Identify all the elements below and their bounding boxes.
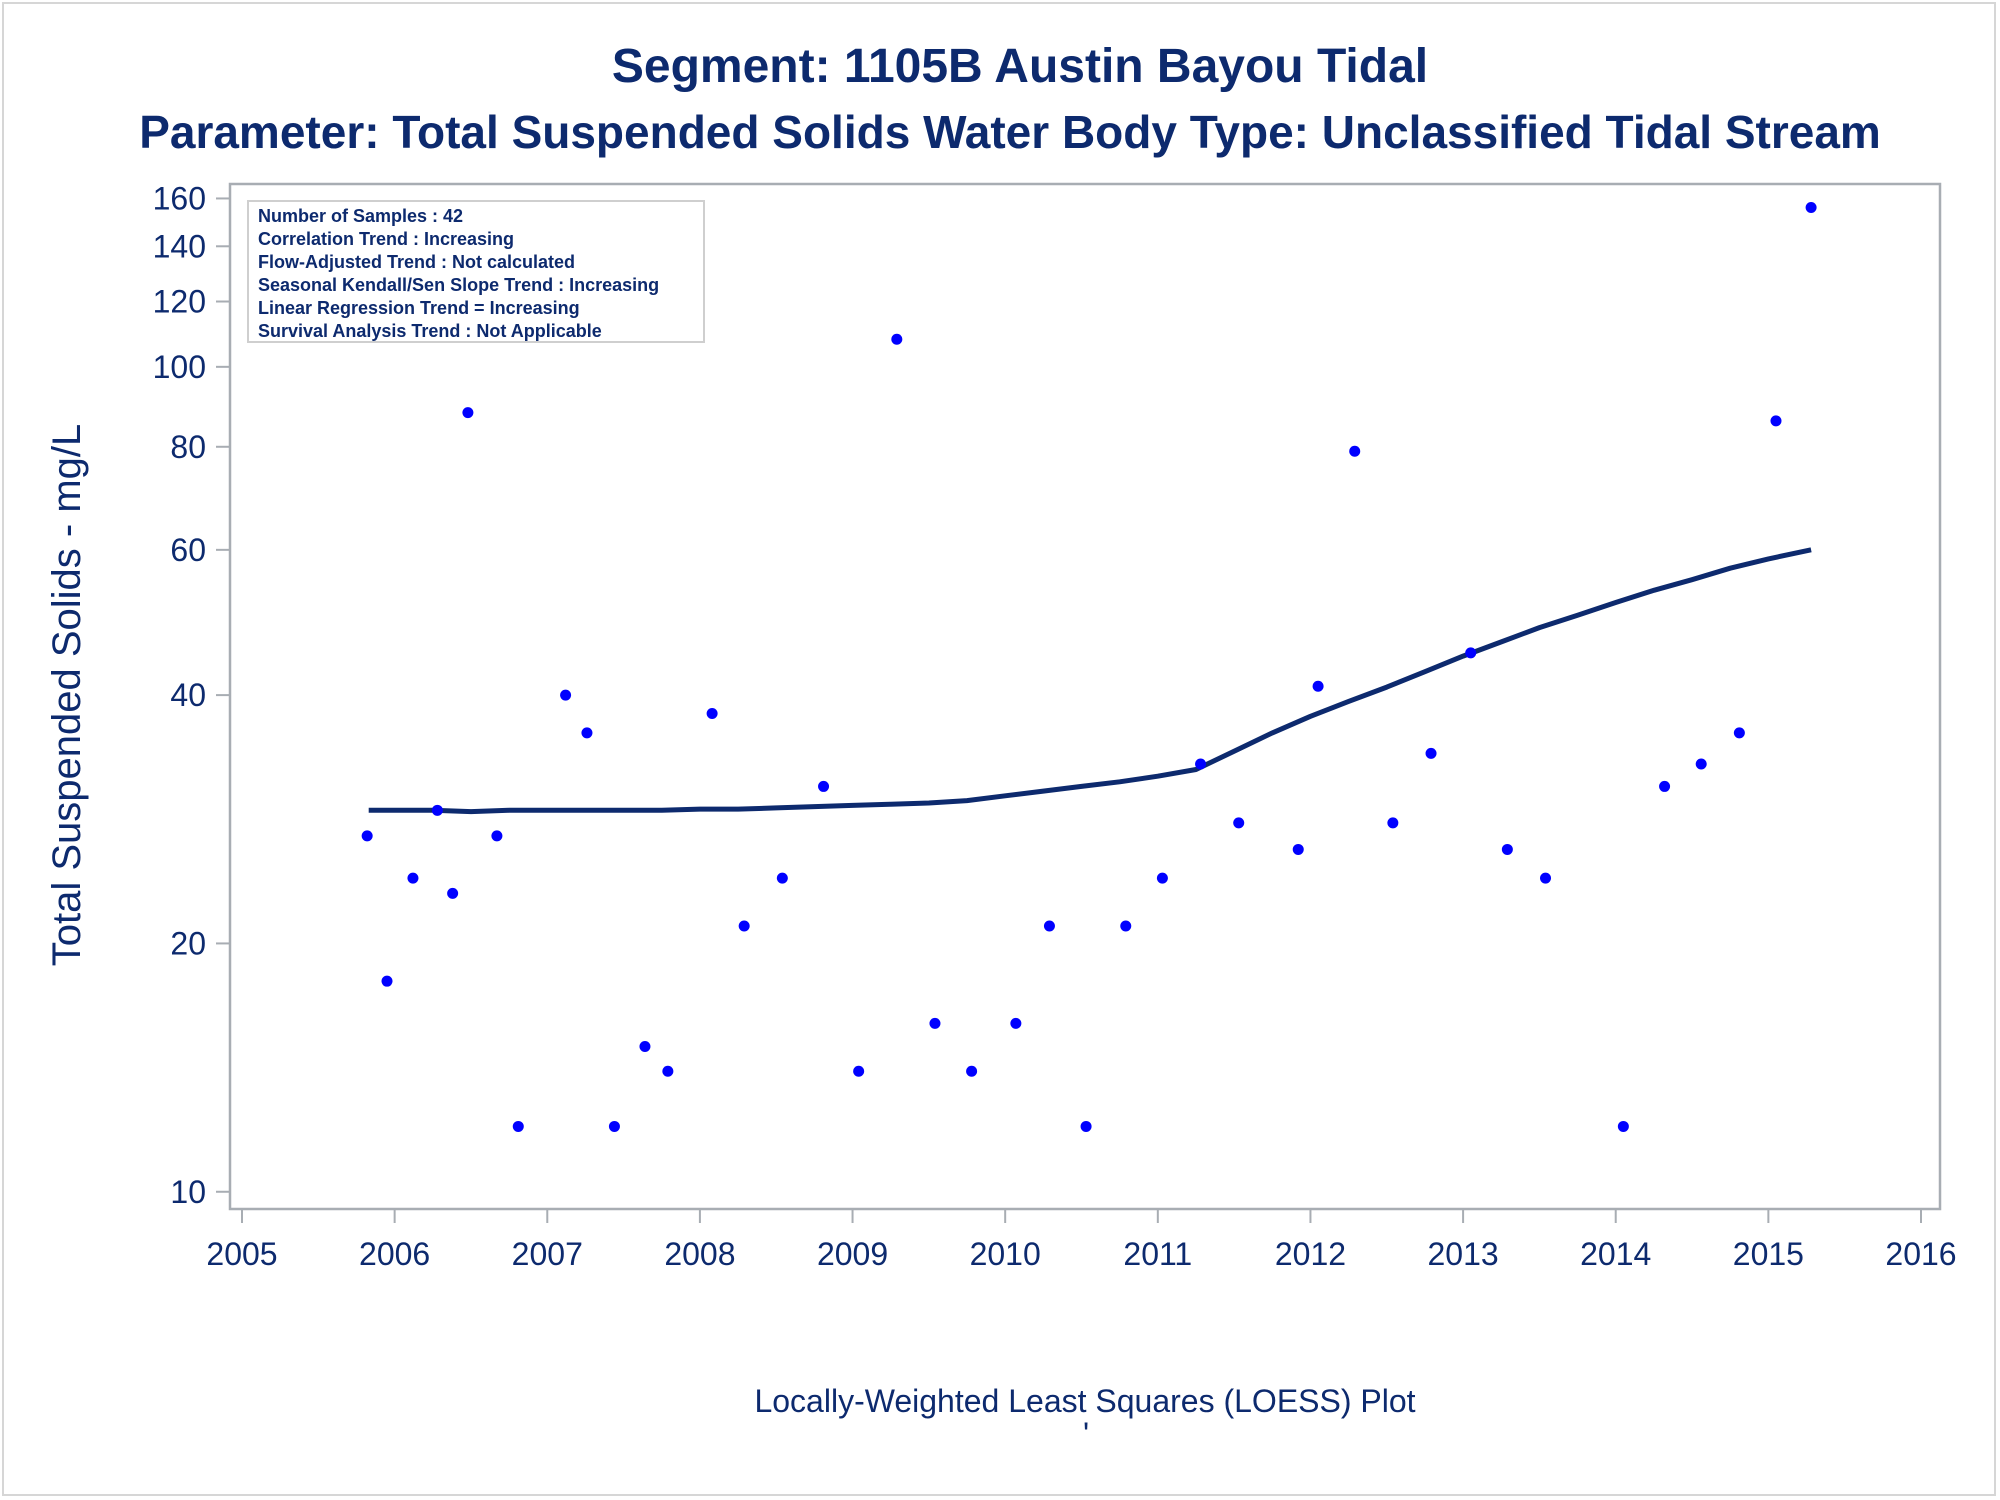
data-point bbox=[1617, 1120, 1629, 1132]
data-point bbox=[581, 727, 593, 739]
data-point bbox=[1292, 843, 1304, 855]
data-point bbox=[1349, 445, 1361, 457]
data-point bbox=[1120, 920, 1132, 932]
data-point bbox=[738, 920, 750, 932]
data-point bbox=[512, 1120, 524, 1132]
data-point bbox=[1695, 758, 1707, 770]
stats-box: Number of Samples : 42 Correlation Trend… bbox=[247, 200, 705, 343]
data-point bbox=[407, 872, 419, 884]
data-point bbox=[1733, 727, 1745, 739]
chart-footnote: Locally-Weighted Least Squares (LOESS) P… bbox=[754, 1383, 1415, 1419]
x-tick-label: 2006 bbox=[359, 1236, 430, 1272]
data-point bbox=[1043, 920, 1055, 932]
x-tick-label: 2011 bbox=[1123, 1236, 1192, 1272]
data-point bbox=[1233, 817, 1245, 829]
stats-line-seasonal-kendall: Seasonal Kendall/Sen Slope Trend : Incre… bbox=[258, 275, 659, 295]
data-point bbox=[706, 707, 718, 719]
data-point bbox=[1770, 415, 1782, 427]
x-tick-label: 2015 bbox=[1733, 1236, 1804, 1272]
x-tick-label: 2008 bbox=[664, 1236, 735, 1272]
data-point bbox=[491, 830, 503, 842]
stats-line-linear-regression: Linear Regression Trend = Increasing bbox=[258, 298, 580, 318]
data-point bbox=[1156, 872, 1168, 884]
plot-area: 10 20 40 60 80 100 120 140 160 2005 2006 2007 2008 20… bbox=[153, 180, 1957, 1272]
data-point bbox=[776, 872, 788, 884]
data-point bbox=[1312, 680, 1324, 692]
chart-title: Segment: 1105B Austin Bayou Tidal bbox=[612, 40, 1428, 93]
stats-line-correlation: Correlation Trend : Increasing bbox=[258, 229, 514, 249]
data-point bbox=[1080, 1120, 1092, 1132]
data-point bbox=[1387, 817, 1399, 829]
data-point bbox=[662, 1065, 674, 1077]
data-point bbox=[608, 1120, 620, 1132]
data-point bbox=[966, 1065, 978, 1077]
stats-line-flow-adjusted: Flow-Adjusted Trend : Not calculated bbox=[258, 252, 575, 272]
y-tick-label: 160 bbox=[153, 180, 206, 216]
x-tick-label: 2007 bbox=[512, 1236, 583, 1272]
y-tick-label: 100 bbox=[153, 349, 206, 385]
x-tick-label: 2010 bbox=[970, 1236, 1041, 1272]
y-tick-label: 10 bbox=[170, 1174, 206, 1210]
plot-border bbox=[228, 182, 1942, 1211]
y-tick-label: 140 bbox=[153, 228, 206, 264]
data-point bbox=[1010, 1017, 1022, 1029]
data-point bbox=[462, 407, 474, 419]
data-point bbox=[1195, 758, 1207, 770]
x-tick-label: 2014 bbox=[1580, 1236, 1651, 1272]
data-point bbox=[1805, 202, 1817, 214]
data-point bbox=[1465, 647, 1477, 659]
data-point bbox=[560, 689, 572, 701]
data-point bbox=[1659, 780, 1671, 792]
chart-subtitle: Parameter: Total Suspended Solids Water … bbox=[139, 106, 1881, 158]
x-tick-label: 2016 bbox=[1885, 1236, 1956, 1272]
y-tick-label: 120 bbox=[153, 284, 206, 320]
data-point bbox=[1540, 872, 1552, 884]
data-point bbox=[853, 1065, 865, 1077]
y-tick-label: 80 bbox=[170, 429, 206, 465]
data-point bbox=[1501, 843, 1513, 855]
y-tick-label: 40 bbox=[170, 677, 206, 713]
x-tick-label: 2009 bbox=[817, 1236, 888, 1272]
y-tick-label: 60 bbox=[170, 532, 206, 568]
data-point bbox=[929, 1017, 941, 1029]
data-point bbox=[447, 887, 459, 899]
data-point bbox=[381, 975, 393, 987]
y-tick-label: 20 bbox=[170, 925, 206, 961]
footnote-mark: ' bbox=[1083, 1416, 1089, 1452]
data-point bbox=[818, 780, 830, 792]
x-tick-label: 2012 bbox=[1275, 1236, 1346, 1272]
loess-curve bbox=[368, 547, 1812, 815]
y-axis-title: Total Suspended Solids - mg/L bbox=[45, 424, 89, 967]
data-point bbox=[891, 333, 903, 345]
data-point bbox=[639, 1040, 651, 1052]
data-point bbox=[361, 830, 373, 842]
data-point bbox=[1425, 747, 1437, 759]
stats-line-survival: Survival Analysis Trend : Not Applicable bbox=[258, 321, 602, 341]
stats-line-samples: Number of Samples : 42 bbox=[258, 206, 463, 226]
stats-box-border bbox=[247, 200, 705, 343]
x-tick-label: 2013 bbox=[1427, 1236, 1498, 1272]
x-tick-label: 2005 bbox=[206, 1236, 277, 1272]
data-point bbox=[431, 804, 443, 816]
